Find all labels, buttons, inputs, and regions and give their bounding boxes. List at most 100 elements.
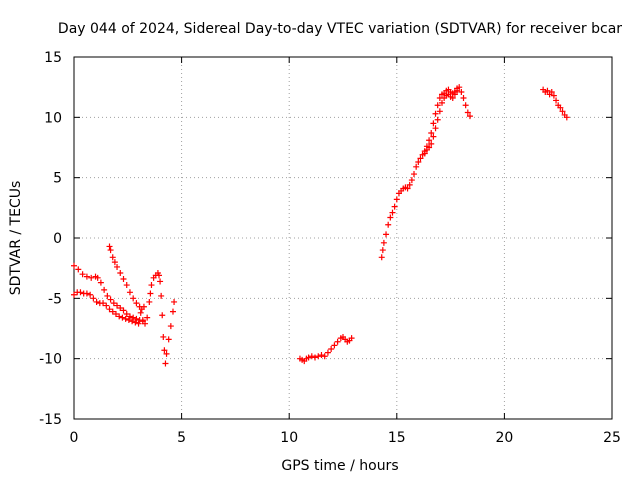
data-point [318, 352, 325, 359]
data-point [123, 282, 130, 289]
series-3 [137, 269, 178, 367]
data-point [130, 314, 137, 321]
data-point [88, 274, 95, 281]
y-tick-label: -15 [39, 412, 62, 428]
data-point [146, 298, 153, 305]
data-point [438, 99, 445, 106]
data-point [90, 295, 97, 302]
data-point [557, 104, 564, 111]
data-point [114, 302, 121, 309]
data-point [87, 291, 94, 298]
series-7 [540, 86, 570, 121]
data-point [426, 144, 433, 151]
data-point [460, 95, 467, 102]
data-point [147, 290, 154, 297]
data-point [106, 243, 113, 250]
data-point [109, 254, 116, 261]
data-point [163, 350, 170, 357]
data-point [544, 87, 551, 94]
data-point [430, 133, 437, 140]
data-point [378, 254, 385, 261]
data-point [387, 214, 394, 221]
x-tick-label: 20 [495, 430, 513, 446]
data-point [159, 312, 166, 319]
y-axis-title: SDTVAR / TECUs [8, 181, 24, 296]
data-point [107, 296, 114, 303]
x-tick-label: 15 [388, 430, 406, 446]
data-point [411, 171, 418, 178]
y-tick-label: 10 [44, 110, 62, 126]
chart-title: Day 044 of 2024, Sidereal Day-to-day VTE… [58, 21, 622, 37]
data-point [103, 302, 110, 309]
data-point [140, 303, 147, 310]
data-point [77, 289, 84, 296]
data-point [171, 298, 178, 305]
data-point [117, 304, 124, 311]
data-point [100, 300, 107, 307]
data-point [430, 120, 437, 127]
data-point [428, 130, 435, 137]
data-point [315, 353, 322, 360]
data-point [167, 323, 174, 330]
data-point [331, 342, 338, 349]
data-point [144, 314, 151, 321]
series-5 [378, 84, 473, 261]
data-point [379, 247, 386, 254]
data-point [458, 88, 465, 95]
y-tick-label: 5 [53, 171, 62, 187]
data-point [383, 231, 390, 238]
data-point [160, 333, 167, 340]
data-point [161, 347, 168, 354]
data-point [156, 272, 163, 279]
data-point [117, 269, 124, 276]
x-tick-label: 5 [177, 430, 186, 446]
data-point [406, 181, 413, 188]
data-point [126, 289, 133, 296]
data-point [137, 309, 144, 316]
data-point [119, 314, 126, 321]
data-point [79, 271, 86, 278]
data-point [434, 116, 441, 123]
data-point [348, 335, 355, 342]
data-point [129, 318, 136, 325]
data-point [112, 311, 119, 318]
y-tick-labels: -15 -10 -5 0 5 10 15 [39, 50, 62, 428]
data-point [107, 247, 114, 254]
data-point [83, 273, 90, 280]
data-point [393, 196, 400, 203]
data-point [312, 354, 319, 361]
data-point [162, 360, 169, 367]
data-point [321, 353, 328, 360]
data-point [157, 278, 164, 285]
data-point [104, 292, 111, 299]
data-point [71, 262, 77, 269]
data-point [324, 349, 331, 356]
x-tick-label: 0 [70, 430, 79, 446]
data-points [71, 84, 570, 367]
data-point [111, 259, 118, 266]
data-point [120, 276, 127, 283]
y-tick-label: -10 [39, 352, 62, 368]
data-point [408, 177, 415, 184]
data-point [454, 87, 461, 94]
data-point [391, 203, 398, 210]
axis-ticks [73, 56, 613, 420]
data-point [114, 263, 121, 270]
data-point [97, 279, 104, 286]
data-point [404, 185, 411, 192]
data-point [83, 290, 90, 297]
data-point [550, 92, 557, 99]
data-point [142, 320, 149, 327]
data-point [133, 300, 140, 307]
data-point [116, 313, 123, 320]
series-1 [71, 289, 142, 327]
data-point [563, 114, 570, 121]
x-tick-label: 25 [603, 430, 621, 446]
data-point [559, 108, 566, 115]
data-point [553, 97, 560, 104]
data-point [417, 155, 424, 162]
data-point [75, 266, 82, 273]
data-point [165, 336, 172, 343]
data-point [328, 346, 335, 353]
